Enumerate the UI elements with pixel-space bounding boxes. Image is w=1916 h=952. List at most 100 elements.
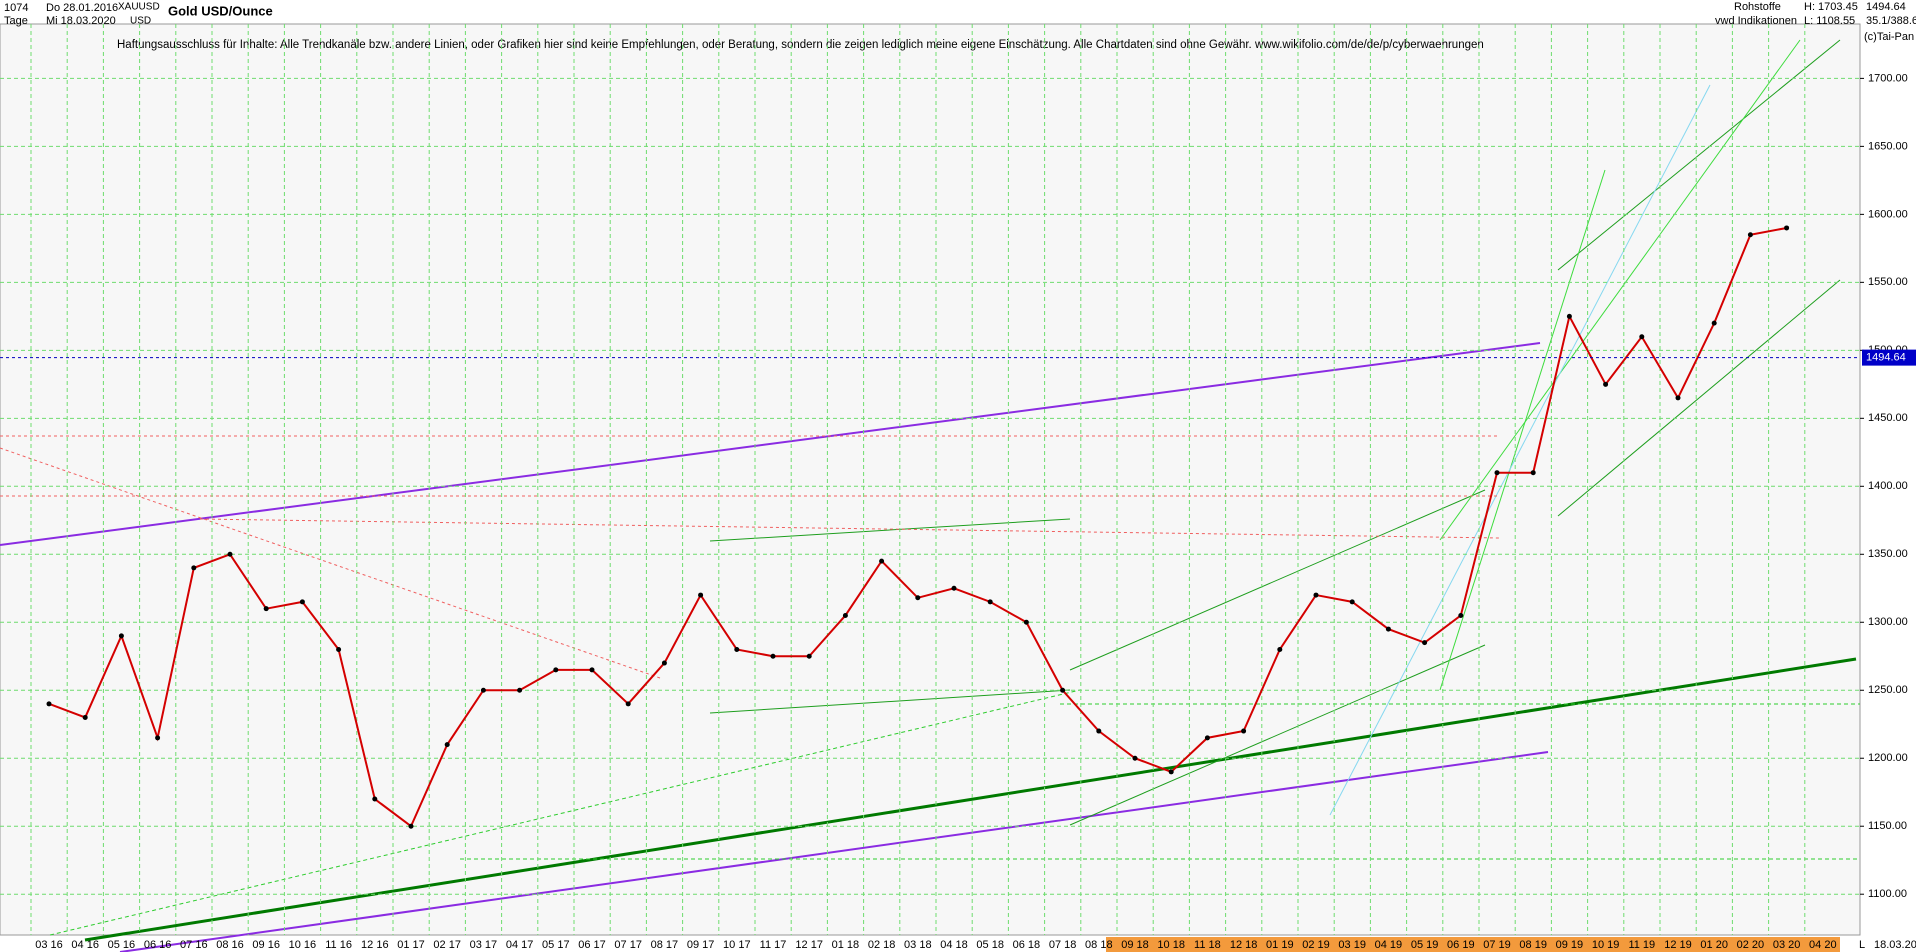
x-tick-label: 01 18 [832, 939, 860, 951]
x-tick-label: 05 17 [542, 939, 570, 951]
x-tick-label: 01 19 [1266, 939, 1294, 951]
x-tick-label: 02 19 [1302, 939, 1330, 951]
price-point [698, 592, 704, 598]
trendline [119, 751, 1549, 952]
price-point [987, 599, 993, 605]
price-point [1639, 334, 1645, 340]
price-point [517, 687, 523, 693]
axis-end-marker: L [1859, 939, 1865, 951]
x-tick-label: 03 16 [35, 939, 63, 951]
x-tick-label: 02 20 [1737, 939, 1765, 951]
price-point [734, 646, 740, 652]
x-tick-label: 03 17 [470, 939, 498, 951]
trendline [1069, 489, 1486, 671]
x-tick-label: 06 17 [578, 939, 606, 951]
price-point [770, 653, 776, 659]
x-tick-label: 09 16 [252, 939, 280, 951]
price-point [444, 742, 450, 748]
x-tick-label: 03 20 [1773, 939, 1801, 951]
y-tick-label: 1100.00 [1868, 888, 1907, 900]
y-tick-label: 1450.00 [1868, 412, 1908, 424]
trendline [709, 518, 1071, 542]
y-tick-label: 1550.00 [1868, 276, 1908, 288]
header-group: Rohstoffe [1734, 1, 1781, 13]
x-tick-label: 04 17 [506, 939, 534, 951]
price-point [1277, 646, 1283, 652]
trendline [1439, 39, 1801, 541]
y-tick-label: 1250.00 [1868, 684, 1908, 696]
x-tick-label: 03 18 [904, 939, 932, 951]
y-tick-label: 1150.00 [1868, 820, 1907, 832]
trendline [199, 518, 1501, 539]
header-copyright: (c)Tai-Pan [1864, 31, 1914, 43]
price-point [1422, 640, 1428, 646]
x-tick-label: 09 17 [687, 939, 715, 951]
y-tick-label: 1350.00 [1868, 548, 1908, 560]
x-tick-label: 05 16 [108, 939, 136, 951]
header-id: 1074 [4, 2, 28, 14]
trendlines [0, 39, 1860, 952]
x-tick-label: 12 16 [361, 939, 389, 951]
header-period: Tage [4, 15, 28, 27]
x-tick-label: 11 18 [1194, 939, 1221, 951]
price-point [589, 667, 595, 673]
header-symbol: XAUUSD [118, 2, 160, 13]
trendline [1069, 644, 1486, 826]
price-point [625, 701, 631, 707]
trendline [1439, 169, 1606, 691]
price-point [1023, 619, 1029, 625]
x-tick-label: 11 17 [760, 939, 787, 951]
x-tick-label: 04 19 [1375, 939, 1403, 951]
x-tick-label: 10 19 [1592, 939, 1620, 951]
price-point [1747, 232, 1753, 238]
price-point [46, 701, 52, 707]
y-tick-label: 1300.00 [1868, 616, 1908, 628]
x-tick-label: 11 19 [1628, 939, 1655, 951]
x-tick-label: 04 20 [1809, 939, 1837, 951]
x-tick-label: 10 17 [723, 939, 751, 951]
price-point [1784, 225, 1790, 231]
price-point [227, 551, 233, 557]
price-point [1132, 755, 1138, 761]
price-point [553, 667, 559, 673]
price-point [879, 558, 885, 564]
price-point [661, 660, 667, 666]
axis-end-date: 18.03.20 [1874, 939, 1916, 951]
chart-title: Gold USD/Ounce [168, 3, 273, 18]
header-source: vwd Indikationen [1715, 15, 1797, 27]
trendline [49, 689, 1081, 936]
x-tick-label: 06 19 [1447, 939, 1475, 951]
header-ratio: 35.1/388.6 [1866, 15, 1916, 27]
header-start: Do 28.01.2016 [46, 2, 118, 14]
price-point [806, 653, 812, 659]
price-point [1349, 599, 1355, 605]
trendline [0, 342, 1541, 546]
x-tick-label: 05 19 [1411, 939, 1439, 951]
price-point [1168, 769, 1174, 775]
x-tick-label: 12 19 [1664, 939, 1692, 951]
price-point [915, 595, 921, 601]
price-point [480, 687, 486, 693]
x-tick-label: 06 16 [144, 939, 172, 951]
x-tick-label: 07 17 [614, 939, 642, 951]
price-point [951, 585, 957, 591]
y-tick-label: 1200.00 [1868, 752, 1908, 764]
price-point [1241, 728, 1247, 734]
x-tick-label: 12 17 [795, 939, 823, 951]
x-tick-label: 07 19 [1483, 939, 1511, 951]
trendline [1557, 279, 1841, 517]
x-tick-label: 10 18 [1157, 939, 1185, 951]
price-point [1458, 612, 1464, 618]
x-tick-label: 12 18 [1230, 939, 1258, 951]
trendline [84, 657, 1857, 942]
price-point [1060, 687, 1066, 693]
price-point [82, 714, 88, 720]
x-tick-label: 11 16 [325, 939, 352, 951]
trendline [0, 447, 661, 679]
x-tick-label: 02 18 [868, 939, 896, 951]
price-point [336, 646, 342, 652]
last-price-box [1862, 349, 1916, 366]
trendline [1329, 84, 1711, 816]
